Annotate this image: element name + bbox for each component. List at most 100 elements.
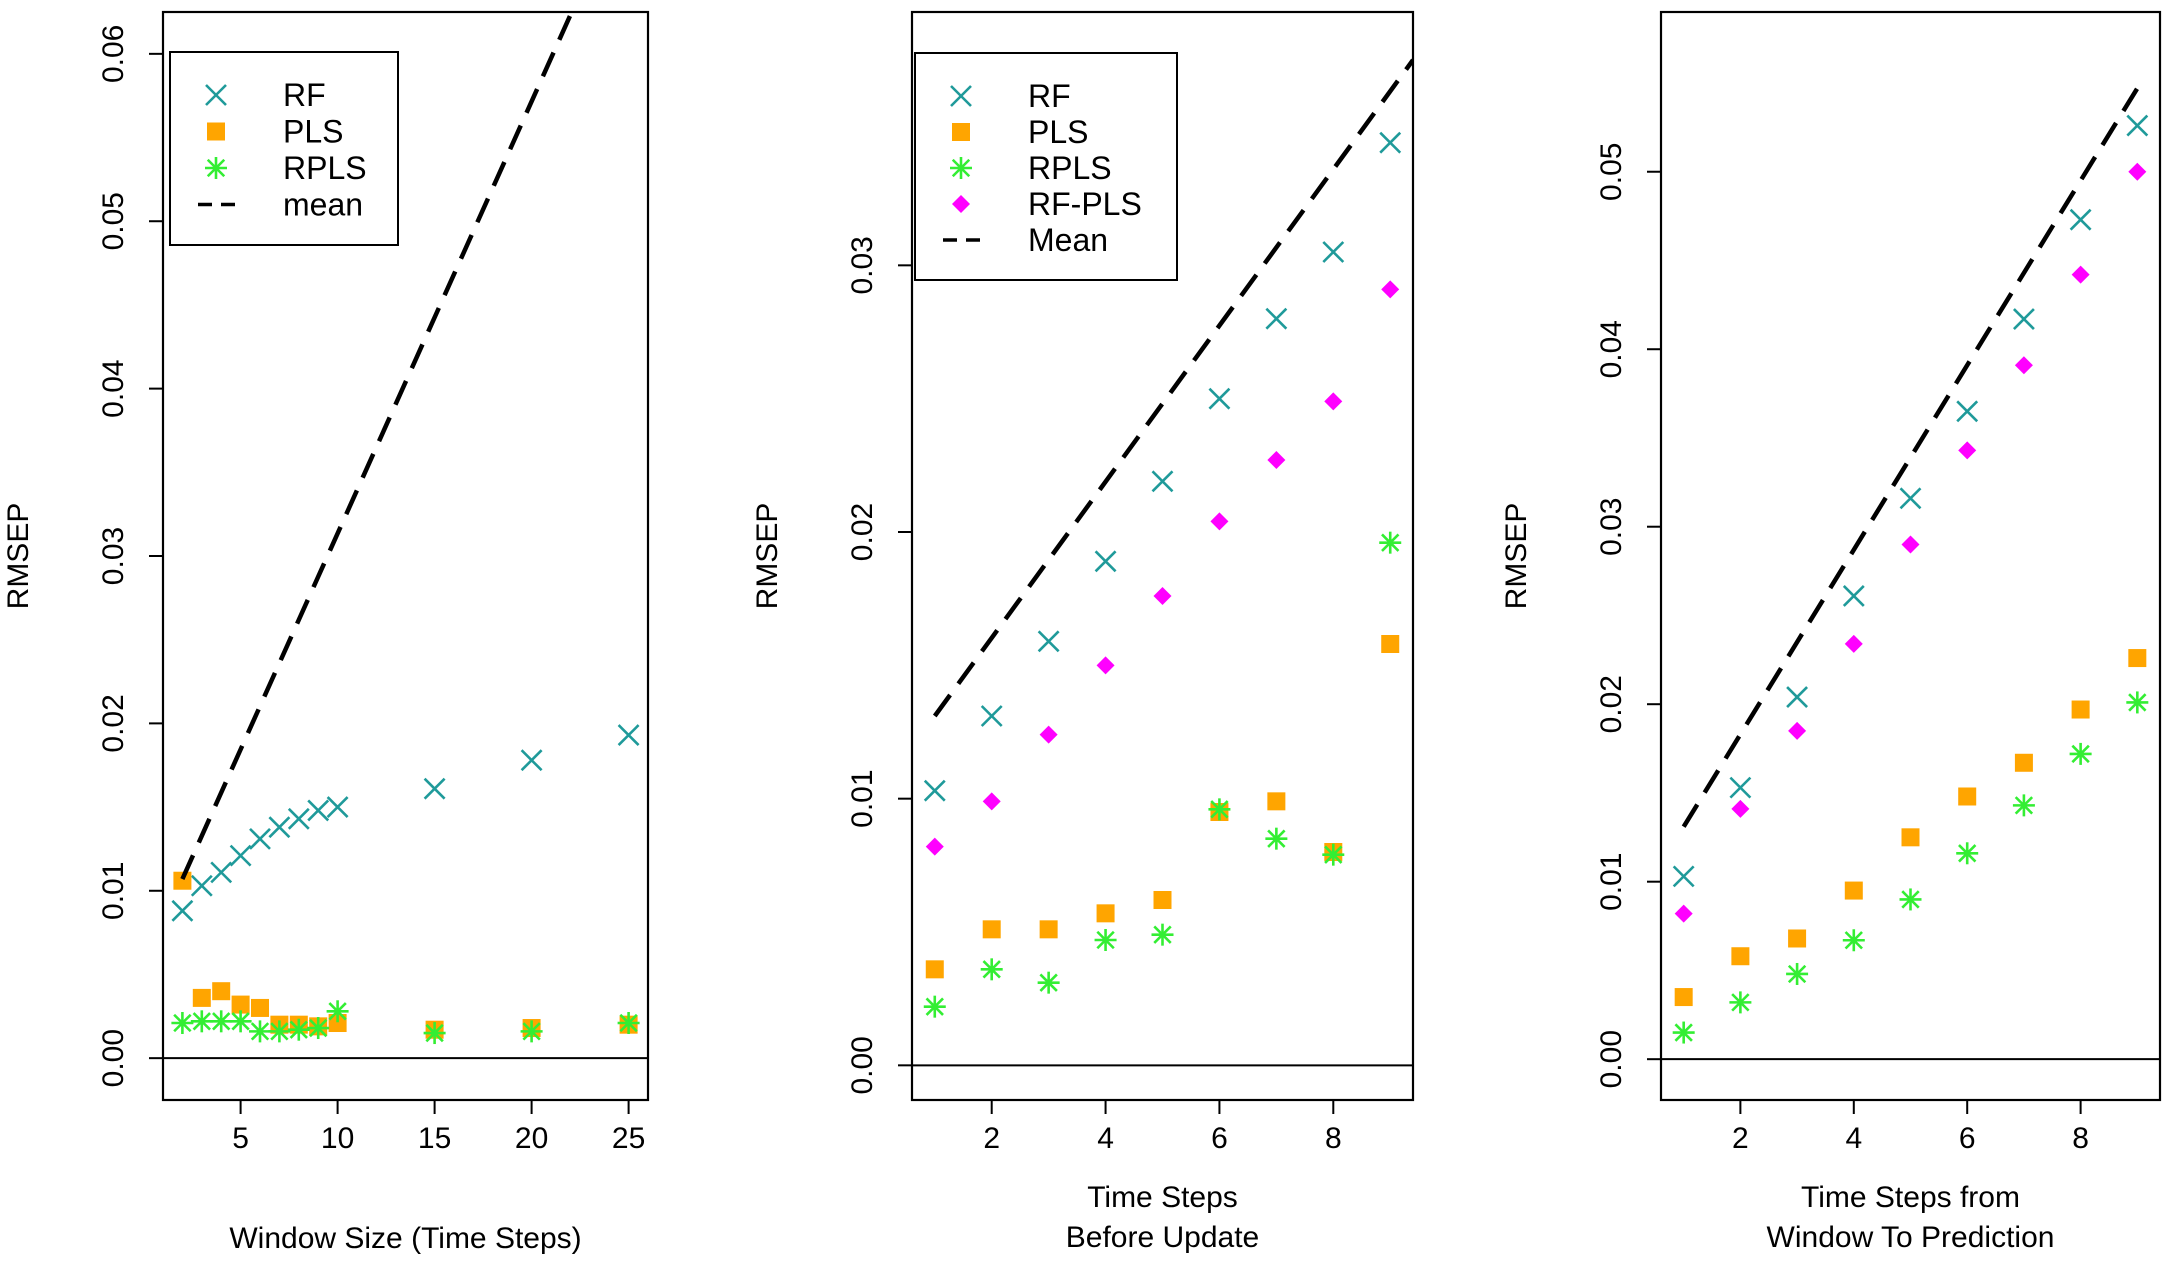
pls-point [1267, 792, 1286, 811]
rf-point-stroke-b [171, 899, 194, 922]
y-tick-label: 0.01 [97, 862, 130, 920]
rf-point-stroke-b [268, 816, 291, 839]
rf-point-stroke-b [1899, 487, 1922, 510]
rf-point-stroke-b [307, 799, 330, 822]
rpls-point [423, 1022, 446, 1045]
rpls-point [190, 1010, 213, 1033]
rf-point [287, 807, 310, 830]
x-tick-label: 10 [321, 1122, 354, 1155]
rpls-point-stroke-b [1096, 930, 1115, 950]
mean-line [1681, 87, 2140, 828]
legend-rfpls-swatch [952, 195, 970, 213]
pls-point [925, 960, 944, 979]
rpls-point-stroke-b [1039, 973, 1058, 992]
rpls-point-stroke-b [2014, 796, 2034, 815]
rf-point-stroke-b [2069, 208, 2092, 231]
panel-3: 0.00 0.01 0.02 0.03 0.04 0.05 2 4 6 8 RMSEP Time St… [1500, 10, 2162, 1254]
rpls-point-stroke-b [250, 1022, 270, 1041]
legend-rpls-swatch [205, 157, 227, 179]
series-rfpls [925, 280, 1400, 856]
x-tick-label: 25 [612, 1122, 645, 1155]
rf-point-stroke-b [923, 779, 946, 802]
legend-label: RF [1028, 78, 1071, 114]
rf-point [268, 816, 291, 839]
legend-pls-swatch [952, 123, 970, 141]
rpls-point [1899, 888, 1922, 911]
rfpls-point [982, 792, 1001, 811]
y-tick-label: 0.00 [97, 1029, 130, 1087]
rfpls-point [1731, 799, 1750, 818]
rpls-point [287, 1018, 310, 1041]
rpls-point [326, 1000, 349, 1023]
pls-point [1096, 904, 1115, 923]
pls-point [982, 920, 1001, 939]
series-rf [923, 131, 1402, 802]
pls-point [1844, 881, 1863, 900]
legend-label: PLS [283, 114, 343, 150]
pls-point [1039, 920, 1058, 939]
rpls-point-stroke-b [619, 1013, 638, 1033]
legend-rpls-swatch-stroke-b [206, 158, 226, 178]
panel-3-plot-area [1672, 87, 2149, 1044]
rpls-point [2012, 794, 2035, 817]
rpls-point-stroke-b [309, 1018, 328, 1038]
y-tick-label: 0.01 [1595, 852, 1628, 910]
rpls-point-stroke-b [1958, 844, 1977, 863]
legend-rf-swatch-stroke-b [950, 85, 972, 107]
rf-point [980, 705, 1003, 727]
series-rpls [1672, 691, 2149, 1044]
rfpls-point [2128, 162, 2147, 181]
rpls-point-stroke-b [231, 1012, 250, 1031]
rf-point [229, 844, 252, 867]
rf-point [1672, 865, 1695, 888]
y-tick-label: 0.03 [97, 527, 130, 585]
series-pls [173, 871, 638, 1039]
pls-point [1153, 891, 1172, 909]
rf-point [2126, 114, 2149, 137]
y-tick-label: 0.02 [97, 694, 130, 752]
y-tick-label: 0.03 [1595, 498, 1628, 556]
panel-2: 0.00 0.01 0.02 0.03 2 4 6 8 RMSEP Time Steps Befor… [751, 10, 1415, 1254]
rpls-point-stroke-b [1267, 829, 1286, 848]
rf-point [423, 777, 446, 800]
rpls-point [520, 1020, 543, 1043]
rf-point [923, 779, 946, 802]
legend-label: mean [283, 187, 363, 223]
rpls-point-stroke-b [2128, 693, 2147, 712]
legend-entry-pls: PLS [207, 114, 343, 150]
rfpls-point [1674, 904, 1693, 923]
legend-rf-swatch [205, 84, 227, 106]
series-rpls [923, 531, 1402, 1018]
rf-point [249, 827, 271, 850]
y-tick-label: 0.00 [846, 1036, 879, 1094]
legend-box [169, 51, 399, 246]
series-rf [171, 724, 640, 922]
rpls-point [1786, 962, 1809, 985]
rfpls-point [1039, 725, 1058, 744]
rpls-point-stroke-b [289, 1020, 308, 1039]
rpls-point [1956, 842, 1979, 865]
pls-point [173, 871, 192, 890]
rf-point [307, 799, 330, 822]
rpls-point-stroke-b [270, 1022, 289, 1041]
rf-point-stroke-b [520, 749, 543, 772]
rpls-point-stroke-b [1324, 845, 1343, 864]
pls-point [192, 988, 211, 1007]
rfpls-point [1844, 634, 1863, 653]
rpls-point-stroke-b [1153, 925, 1172, 944]
rf-point-stroke-b [423, 777, 446, 800]
rf-point [1842, 585, 1865, 607]
x-tick-label: 4 [1845, 1122, 1862, 1155]
y-axis-title: RMSEP [1500, 503, 1533, 610]
x-axis-title: Window Size (Time Steps) [229, 1222, 581, 1255]
series-rf [1672, 114, 2149, 888]
rpls-point [210, 1010, 233, 1033]
rf-point-stroke-b [287, 807, 310, 830]
rf-point-stroke-b [190, 874, 213, 897]
legend-entry-rpls: RPLS [205, 150, 367, 186]
legend-label: RF-PLS [1028, 186, 1142, 222]
legend-label: RF [283, 77, 326, 113]
rf-point-stroke-b [1094, 550, 1117, 573]
